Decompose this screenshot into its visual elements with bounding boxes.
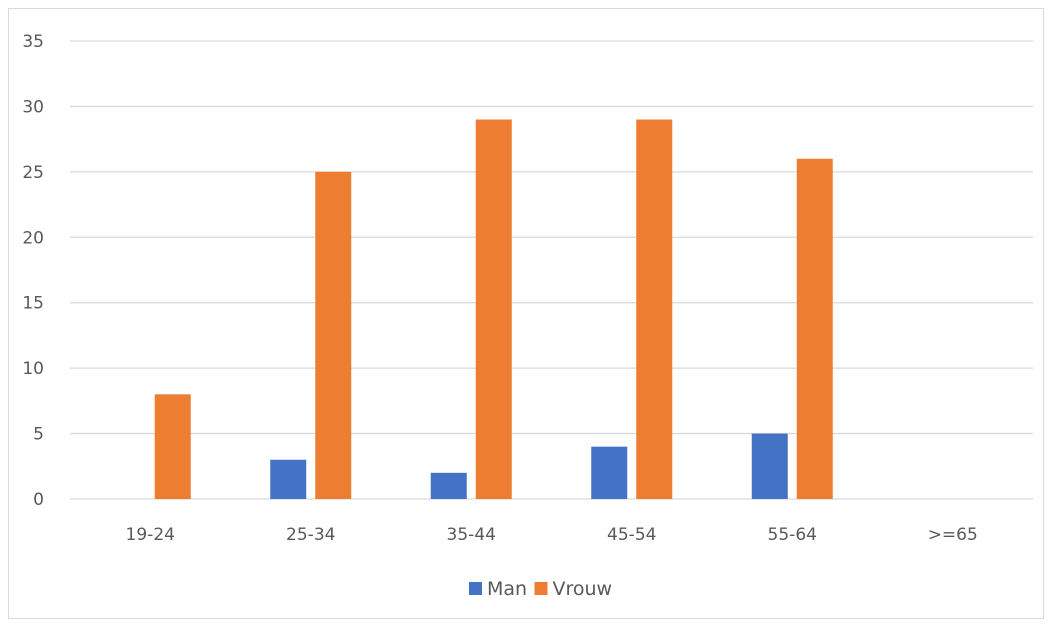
- chart-area: 0 5 10 15 20 25 30 35 19-24 25-34 35-44 45-54 55-64…: [8, 8, 1044, 619]
- legend-label-man: Man: [487, 578, 527, 600]
- bar-man-2534: [270, 459, 307, 499]
- legend-swatch-man: [469, 582, 482, 595]
- bar-vrouw-1924: [154, 394, 191, 499]
- bars: [154, 119, 833, 499]
- x-tick-label: >=65: [928, 525, 978, 545]
- x-tick-label: 25-34: [286, 525, 335, 545]
- gridlines: [70, 40, 1033, 500]
- y-axis-tick-labels: 0 5 10 15 20 25 30 35: [22, 32, 44, 510]
- y-tick-label: 15: [22, 294, 44, 314]
- bar-vrouw-3544: [475, 119, 512, 499]
- bar-vrouw-2534: [315, 171, 352, 499]
- bar-man-3544: [430, 472, 467, 499]
- bar-chart: 0 5 10 15 20 25 30 35 19-24 25-34 35-44 45-54 55-64…: [22, 32, 1033, 600]
- legend-label-vrouw: Vrouw: [553, 578, 613, 600]
- x-tick-label: 19-24: [126, 525, 175, 545]
- y-tick-label: 0: [33, 490, 44, 510]
- legend: Man Vrouw: [469, 578, 612, 600]
- y-tick-label: 20: [22, 228, 44, 248]
- x-axis-tick-labels: 19-24 25-34 35-44 45-54 55-64 >=65: [126, 525, 978, 545]
- bar-man-5564: [751, 433, 788, 499]
- y-tick-label: 10: [22, 359, 44, 379]
- x-tick-label: 45-54: [607, 525, 656, 545]
- y-tick-label: 25: [22, 163, 44, 183]
- x-tick-label: 35-44: [447, 525, 496, 545]
- legend-swatch-vrouw: [534, 582, 548, 595]
- bar-vrouw-5564: [796, 158, 833, 499]
- y-tick-label: 35: [22, 32, 44, 52]
- bar-man-4554: [591, 446, 628, 499]
- x-tick-label: 55-64: [768, 525, 817, 545]
- bar-vrouw-4554: [636, 119, 673, 499]
- y-tick-label: 30: [22, 97, 44, 117]
- y-tick-label: 5: [33, 425, 44, 445]
